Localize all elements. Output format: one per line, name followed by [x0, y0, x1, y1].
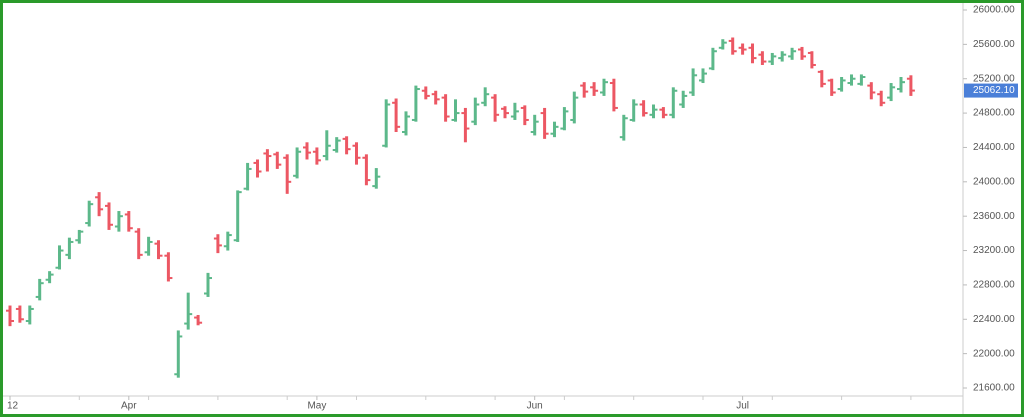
y-tick-label: 23600.00	[973, 211, 1015, 222]
y-tick-label: 24400.00	[973, 142, 1015, 153]
x-tick-label: Apr	[121, 401, 137, 412]
y-tick-label: 24000.00	[973, 176, 1015, 187]
last-price-label: 25062.10	[973, 85, 1015, 96]
y-tick-label: 22800.00	[973, 280, 1015, 291]
y-tick-label: 26000.00	[973, 5, 1015, 16]
x-tick-label: May	[307, 401, 326, 412]
y-tick-label: 25200.00	[973, 73, 1015, 84]
x-tick-label: Jun	[527, 401, 543, 412]
x-tick-label: 12	[7, 401, 19, 412]
y-tick-label: 24800.00	[973, 108, 1015, 119]
y-tick-label: 23200.00	[973, 245, 1015, 256]
y-tick-label: 25600.00	[973, 39, 1015, 50]
last-price-box	[964, 83, 1018, 98]
x-tick-label: Jul	[736, 401, 749, 412]
y-tick-label: 22400.00	[973, 314, 1015, 325]
y-tick-label: 22000.00	[973, 348, 1015, 359]
y-tick-label: 21600.00	[973, 383, 1015, 394]
